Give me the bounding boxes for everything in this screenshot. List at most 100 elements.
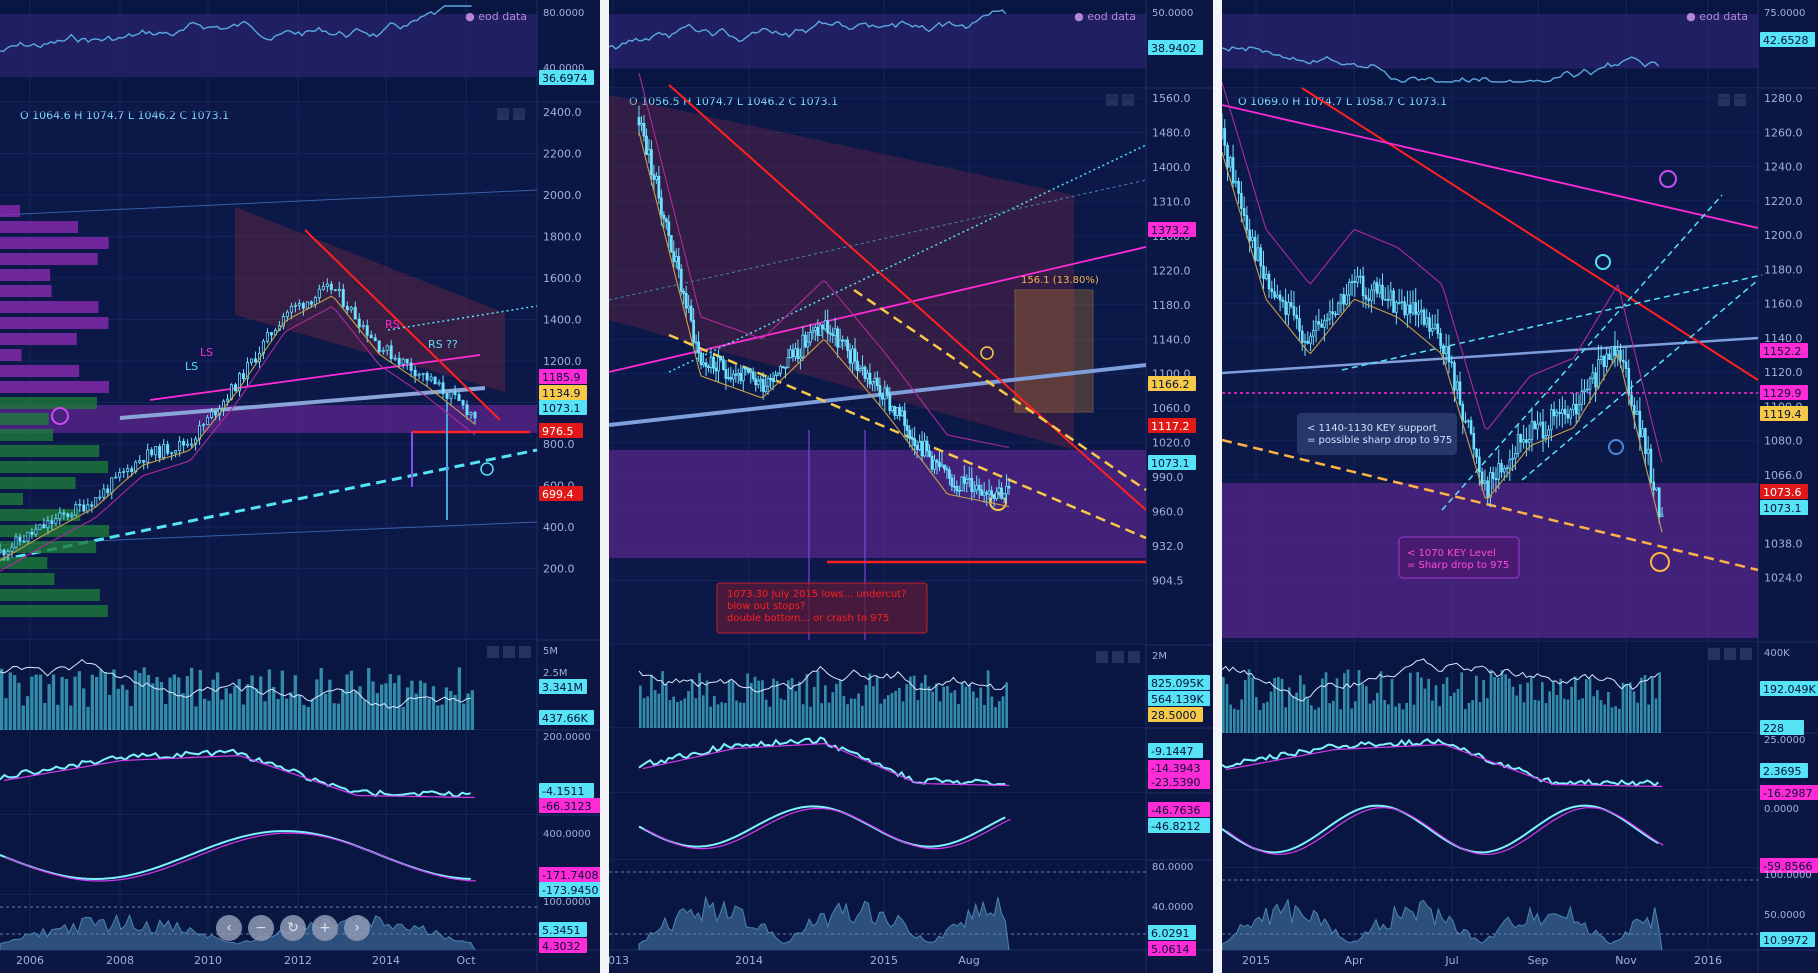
zoom-in-button[interactable]: + (312, 915, 338, 941)
pane-up-button (1718, 94, 1730, 106)
candle-body (1646, 448, 1650, 454)
time-axis-label: 2015 (870, 954, 898, 967)
candle-body (1633, 405, 1636, 415)
volume-bar (56, 704, 60, 730)
candle-body (1597, 359, 1600, 388)
candle-body (349, 306, 353, 311)
volume-bar (1423, 688, 1427, 733)
candle-body (1641, 428, 1644, 438)
candle-body (309, 301, 313, 305)
volume-profile-bar (0, 477, 76, 489)
candle-body (699, 352, 703, 366)
candle-body (465, 404, 469, 416)
rsi-tag: 6.0291 (1151, 927, 1190, 940)
candle-body (90, 504, 94, 507)
scroll-left-button[interactable]: ‹ (216, 915, 242, 941)
candle-body (281, 316, 285, 327)
price-axis-label: 904.5 (1152, 575, 1184, 588)
candle-body (42, 524, 46, 529)
volume-bar (909, 676, 912, 728)
volume-bar (1654, 698, 1658, 733)
volume-bar (798, 681, 801, 728)
trendline-dashed-cyan (1441, 194, 1723, 511)
candle-body (1599, 355, 1603, 360)
candle-body (289, 305, 293, 313)
candle-body (687, 305, 691, 309)
macd-signal-line (3, 754, 475, 799)
panel-divider[interactable] (1213, 0, 1222, 973)
candle-body (1000, 487, 1003, 499)
candle-body (114, 476, 118, 479)
volume-bar (1427, 678, 1430, 733)
pane-up-button (1096, 651, 1108, 663)
pane-buttons[interactable] (497, 108, 525, 120)
candle-body (1287, 302, 1290, 315)
candle-body (1469, 420, 1473, 434)
price-tag-bg (539, 385, 587, 400)
candle-body (385, 345, 389, 351)
pane-buttons[interactable] (1708, 648, 1752, 660)
volume-bar (927, 686, 931, 728)
volume-bar (1478, 702, 1482, 733)
volume-bar (757, 680, 761, 728)
pane-buttons[interactable] (1096, 651, 1140, 663)
price-tag: 1073.6 (1763, 486, 1802, 499)
time-axis-label: 2014 (735, 954, 763, 967)
oscillator-axis-label: 400.0000 (543, 829, 591, 840)
candle-body (441, 382, 445, 394)
candle-body (1359, 275, 1362, 278)
volume-bar (1629, 682, 1632, 733)
candle-body (888, 394, 892, 412)
candle-body (46, 520, 50, 529)
candle-body (1386, 298, 1390, 301)
arrow-down-marker (1659, 170, 1677, 188)
volume-bar (835, 683, 838, 728)
candle-body (898, 407, 902, 417)
volume-bar (1273, 677, 1276, 733)
volume-bar (650, 674, 653, 728)
candle-body (1466, 420, 1470, 423)
chart-panel-left[interactable]: ● eod data 80.0000 40.0000 36.6974 O 1064.6 … (0, 0, 600, 973)
pane-buttons[interactable] (1718, 94, 1746, 106)
arrow-down-marker (980, 346, 994, 360)
reset-zoom-button[interactable]: ↻ (280, 915, 306, 941)
scroll-right-button[interactable]: › (344, 915, 370, 941)
candle-body (928, 450, 931, 457)
support-zone (609, 450, 1146, 558)
candle-body (1561, 408, 1564, 414)
oscillator-tag: -171.7408 (542, 869, 598, 882)
candle-body (329, 283, 333, 291)
volume-bar (185, 676, 189, 730)
pane-buttons[interactable] (487, 646, 531, 658)
zoom-out-button[interactable]: − (248, 915, 274, 941)
volume-bar (198, 669, 202, 730)
candle-body (110, 477, 114, 494)
pane-buttons[interactable] (1106, 94, 1134, 106)
volume-tag: 564.139K (1151, 693, 1204, 706)
chart-svg-right[interactable]: ● eod data 75.0000 42.6528 O 1069.0 H 1074.… (1222, 0, 1818, 973)
volume-bar (1588, 678, 1592, 733)
price-axis-label: 1140.0 (1152, 333, 1191, 346)
volume-bar (1365, 686, 1368, 733)
price-tag-bg (539, 486, 583, 501)
volume-profile-bar (0, 605, 108, 617)
volume-bar (953, 690, 957, 728)
chart-panel-right[interactable]: ● eod data 75.0000 42.6528 O 1069.0 H 1074.… (1222, 0, 1818, 973)
volume-axis-label: 400K (1764, 648, 1790, 659)
volume-bar (864, 685, 868, 728)
candle-body (856, 360, 859, 371)
candle-body (1395, 302, 1398, 313)
volume-bar (155, 676, 159, 730)
candle-body (437, 382, 441, 385)
candle-body (337, 289, 341, 291)
candle-body (945, 468, 949, 471)
candle-body (1392, 290, 1395, 313)
volume-average-line (638, 665, 1006, 693)
candle-body (1350, 280, 1354, 283)
panel-divider[interactable] (600, 0, 609, 973)
candle-body (1381, 284, 1384, 300)
volume-tag: 437.66K (542, 712, 588, 725)
